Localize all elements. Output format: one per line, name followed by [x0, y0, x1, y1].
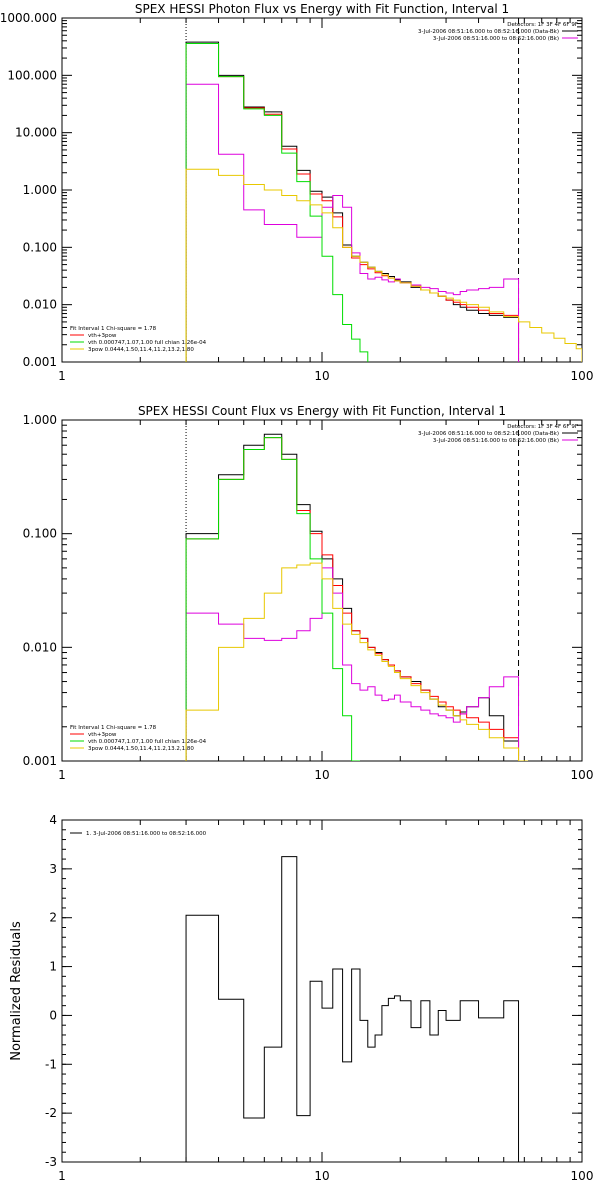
chart-title: SPEX HESSI Count Flux vs Energy with Fit…: [138, 404, 506, 418]
y-tick-label: -3: [45, 1155, 57, 1169]
legend-entry: 3-Jul-2006 08:51:16.000 to 08:52:16.000 …: [418, 431, 559, 437]
legend-entry: 3-Jul-2006 08:51:16.000 to 08:52:16.000 …: [418, 29, 559, 35]
legend-entry: 3pow 0.0444,1.50,11.4,11.2,13.2,1.80: [88, 746, 194, 752]
legend-entry: vth 0.000747,1.07,1.00 full chian 1.26e-…: [88, 739, 207, 745]
x-tick-label: 1: [58, 768, 66, 782]
y-tick-label: 1.000: [23, 183, 57, 197]
x-tick-label: 100: [571, 369, 594, 383]
chart-panel-3: 1 10 100 -3 -2 -1 0 1 2 3 4 Normalized Residuals 1. …: [9, 813, 593, 1183]
plot-frame: [61, 17, 583, 363]
y-tick-label: 1: [49, 960, 57, 974]
y-axis-label: Normalized Residuals: [9, 921, 24, 1061]
series-vth-3pow: [185, 42, 520, 362]
chart-panel-1: SPEX HESSI Photon Flux vs Energy with Fi…: [0, 2, 593, 383]
legend-header: Detectors: 1F 3F 4F 6F 9F: [507, 22, 578, 28]
legend-entry: vth 0.000747,1.07,1.00 full chian 1.26e-…: [88, 340, 207, 346]
y-tick-label: 0.100: [23, 527, 57, 541]
y-tick-label: 100.000: [7, 68, 57, 82]
y-tick-label: 0.010: [23, 640, 57, 654]
y-tick-label: 3: [49, 862, 57, 876]
x-tick-label: 1: [58, 369, 66, 383]
legend-top: Detectors: 1F 3F 4F 6F 9F3-Jul-2006 08:5…: [418, 22, 578, 42]
y-tick-label: 2: [49, 911, 57, 925]
series-data-bk: [185, 433, 520, 761]
x-tick-label: 1: [58, 1169, 66, 1183]
x-tick-label: 10: [314, 1169, 329, 1183]
x-tick-label: 10: [314, 768, 329, 782]
series-vth: [185, 42, 369, 362]
legend-header: Fit Interval 1 Chi-square = 1.78: [70, 725, 157, 731]
y-tick-label: 1000.000: [0, 11, 57, 25]
series-3pow: [185, 168, 582, 362]
chart-title: SPEX HESSI Photon Flux vs Energy with Fi…: [135, 2, 509, 16]
y-tick-label: 0.010: [23, 298, 57, 312]
series-vth: [185, 437, 360, 761]
series-bk: [185, 567, 520, 761]
y-tick-label: 0.100: [23, 240, 57, 254]
chart-panel-2: SPEX HESSI Count Flux vs Energy with Fit…: [23, 404, 594, 782]
series-data-bk: [185, 41, 520, 362]
legend-top: Detectors: 1F 3F 4F 6F 9F3-Jul-2006 08:5…: [418, 424, 578, 444]
legend-header: Detectors: 1F 3F 4F 6F 9F: [507, 424, 578, 430]
legend-bottom: Fit Interval 1 Chi-square = 1.78vth+3pow…: [70, 326, 207, 353]
y-tick-label: 10.000: [15, 126, 57, 140]
y-tick-label: -1: [45, 1057, 57, 1071]
series-group: [185, 433, 529, 761]
legend-entry: 3-Jul-2006 08:51:16.000 to 08:52:16.000 …: [433, 438, 559, 444]
series-bk: [185, 83, 520, 362]
y-tick-label: 0.001: [23, 355, 57, 369]
x-tick-label: 10: [314, 369, 329, 383]
legend-entry: 1. 3-Jul-2006 08:51:16.000 to 08:52:16.0…: [86, 831, 207, 837]
x-tick-label: 100: [571, 1169, 594, 1183]
y-tick-label: 4: [49, 813, 57, 827]
series-vth-3pow: [185, 437, 520, 761]
legend-entry: 3pow 0.0444,1.50,11.4,11.2,13.2,1.80: [88, 347, 194, 353]
y-tick-label: 1.000: [23, 413, 57, 427]
y-tick-label: 0: [49, 1008, 57, 1022]
series-group: [185, 856, 520, 1162]
series-3pow: [185, 562, 529, 761]
legend-header: Fit Interval 1 Chi-square = 1.78: [70, 326, 157, 332]
legend-entry: 3-Jul-2006 08:51:16.000 to 08:52:16.000 …: [433, 36, 559, 42]
legend-bottom: Fit Interval 1 Chi-square = 1.78vth+3pow…: [70, 725, 207, 752]
legend-top: 1. 3-Jul-2006 08:51:16.000 to 08:52:16.0…: [70, 831, 207, 837]
y-tick-label: 0.001: [23, 754, 57, 768]
series-group: [185, 41, 582, 362]
legend-entry: vth+3pow: [88, 333, 117, 339]
y-tick-label: -2: [45, 1106, 57, 1120]
x-tick-label: 100: [571, 768, 594, 782]
series-1-3-jul-2006-08-51-16-000-to-08-52-16-000: [185, 856, 520, 1162]
legend-entry: vth+3pow: [88, 732, 117, 738]
